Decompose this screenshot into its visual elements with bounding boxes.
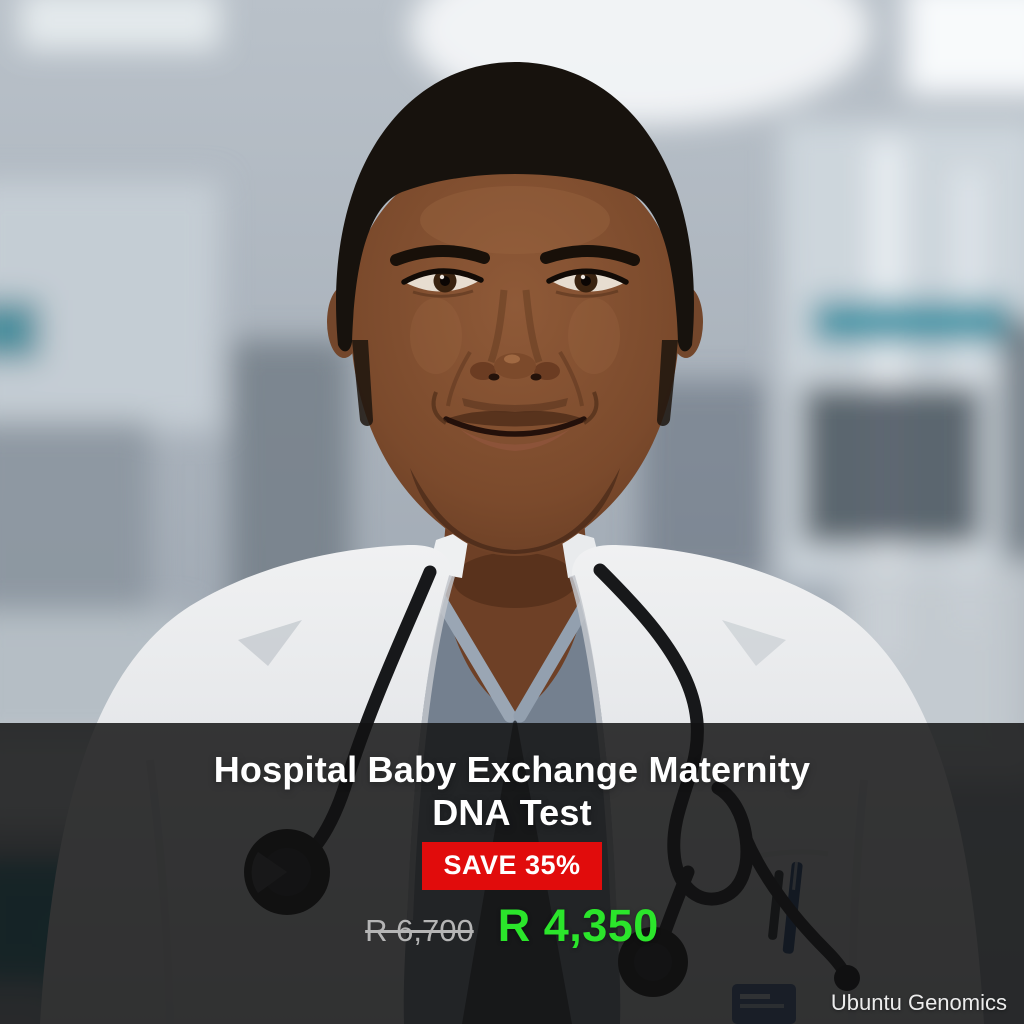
ceiling-light-left [20,0,220,50]
teal-equipment-left [0,300,40,360]
sideburn-left [352,340,373,426]
eye-left [401,268,484,298]
mustache-shadow [462,398,568,413]
product-title: Hospital Baby Exchange Maternity DNA Tes… [214,748,811,834]
eyebrow-left [390,245,490,266]
nasolabial-left [446,350,472,407]
teal-monitor-band [812,300,1012,344]
nose [470,289,560,381]
hair [336,62,694,352]
nose-bridge-left [487,289,508,364]
cheek-highlight-left [410,298,462,374]
lower-lid-left [412,289,474,298]
upper-lip [446,410,584,427]
mouth-line [443,416,587,437]
chin-shadow [453,552,577,608]
sideburn-right [657,340,678,426]
nostril-left [488,373,500,381]
shelf-left [0,420,150,620]
old-price: R 6,700 [365,913,474,948]
nose-bridge-right [522,289,543,364]
nostril-right [530,373,542,381]
upper-lash-left [401,268,484,285]
eye-highlight-left [439,274,445,280]
lapel-notch-right [722,620,786,666]
product-title-line2: DNA Test [432,792,592,833]
promo-overlay: Hospital Baby Exchange Maternity DNA Tes… [0,723,1024,1024]
upper-lash-right [546,268,629,285]
head [327,62,703,556]
smile-crease-right [582,391,599,425]
eyebrow-right [540,245,640,266]
nasolabial-right [558,350,584,407]
ceiling-light-right [905,0,1024,95]
lapel-notch-left [238,620,302,666]
smile-crease-left [431,391,448,425]
new-price: R 4,350 [497,900,659,951]
eye-right [546,268,629,298]
forehead-highlight [420,186,610,254]
discount-badge: SAVE 35% [422,842,602,890]
product-title-line1: Hospital Baby Exchange Maternity [213,749,811,790]
dark-monitor-right [802,385,982,545]
cheek-highlight-right [568,298,620,374]
mouth [410,350,620,554]
lower-lip [460,429,570,451]
eye-highlight-right [580,274,586,280]
lower-lid-right [555,289,619,298]
scrub-collar-left [429,585,517,723]
price-row: R 6,700 R 4,350 [365,900,659,952]
nose-highlight [504,354,520,364]
brand-watermark: Ubuntu Genomics [830,990,1007,1015]
